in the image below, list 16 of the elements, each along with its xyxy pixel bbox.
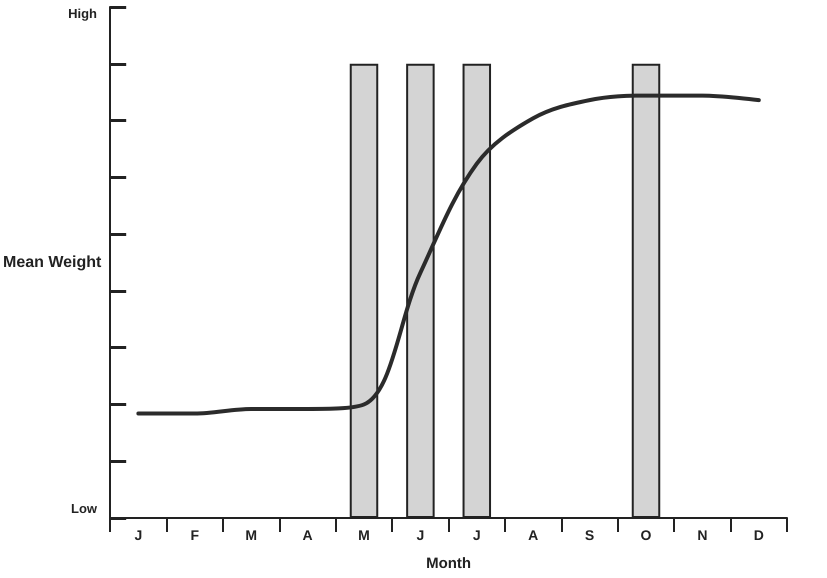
- x-tick-label: J: [416, 527, 424, 543]
- x-tick-label: M: [245, 527, 258, 543]
- x-tick-label: J: [134, 527, 142, 543]
- x-tick-label: J: [472, 527, 481, 543]
- x-tick-label: O: [640, 527, 652, 543]
- x-tick-label: S: [584, 527, 594, 543]
- x-tick-label: F: [190, 527, 200, 543]
- x-axis-title: Month: [426, 555, 472, 572]
- x-tick-label: A: [528, 527, 538, 543]
- text: High: [68, 6, 98, 21]
- x-tick-label: D: [754, 527, 764, 543]
- y-axis-title: Mean Weight: [3, 254, 102, 271]
- x-tick-label: N: [697, 527, 708, 543]
- x-tick-label: M: [358, 527, 370, 543]
- text: Low: [71, 501, 98, 516]
- x-tick-label: A: [302, 527, 313, 543]
